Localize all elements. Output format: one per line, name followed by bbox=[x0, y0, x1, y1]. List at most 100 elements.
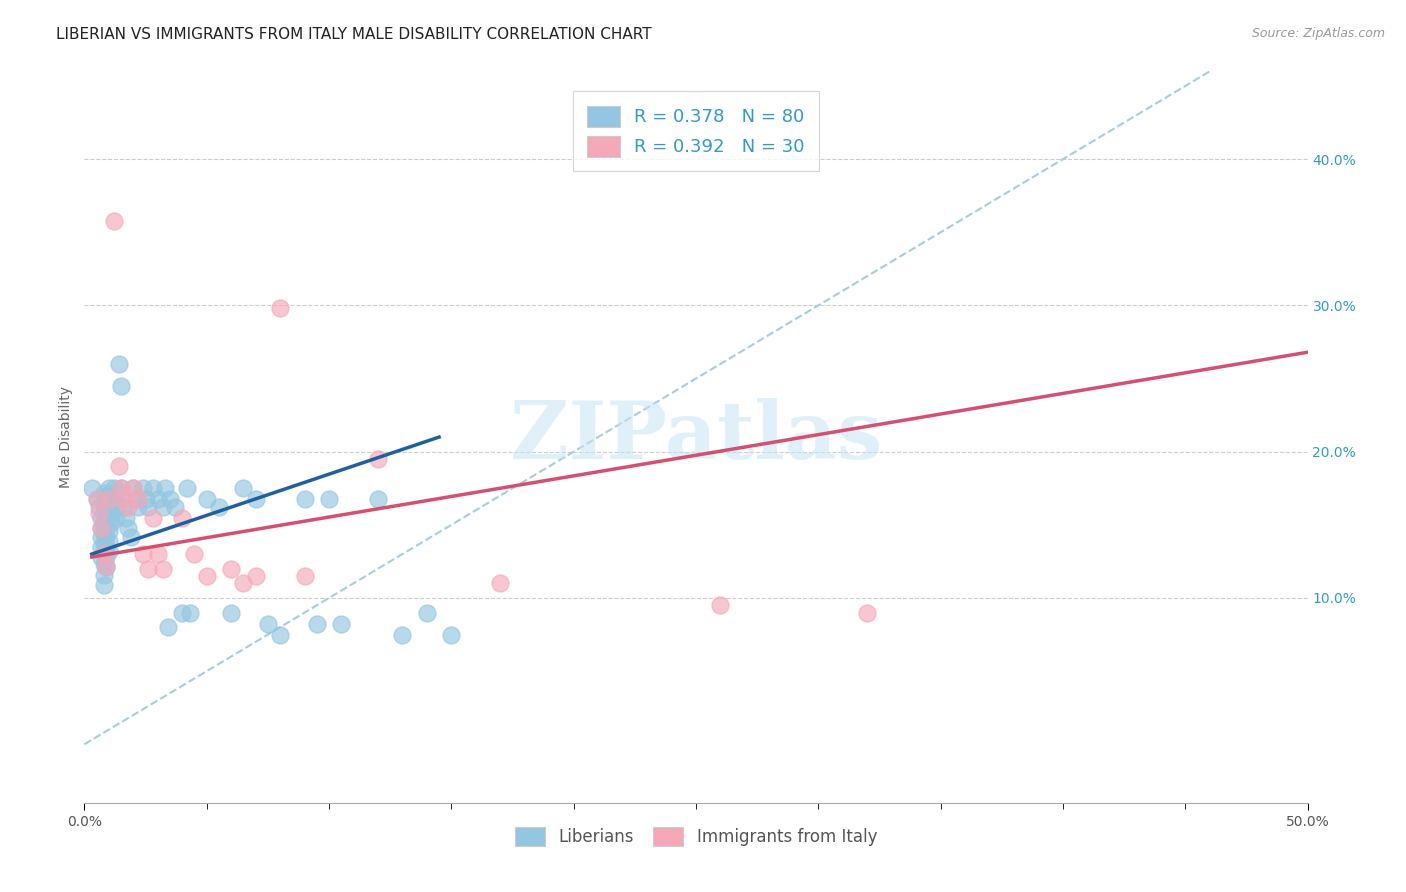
Point bbox=[112, 491, 135, 506]
Point bbox=[97, 481, 120, 495]
Point bbox=[122, 481, 145, 495]
Point bbox=[93, 526, 115, 541]
Point bbox=[96, 560, 118, 574]
Text: ZIPatlas: ZIPatlas bbox=[510, 398, 882, 476]
Point bbox=[195, 491, 218, 506]
Point bbox=[232, 576, 254, 591]
Point bbox=[440, 627, 463, 641]
Point bbox=[245, 569, 267, 583]
Point bbox=[103, 481, 125, 495]
Point bbox=[90, 510, 112, 524]
Point bbox=[103, 213, 125, 227]
Point bbox=[93, 547, 115, 561]
Text: Source: ZipAtlas.com: Source: ZipAtlas.com bbox=[1251, 27, 1385, 40]
Point bbox=[107, 357, 129, 371]
Y-axis label: Male Disability: Male Disability bbox=[59, 386, 73, 488]
Point bbox=[105, 500, 128, 515]
Point bbox=[135, 491, 157, 506]
Point bbox=[96, 530, 118, 544]
Point bbox=[90, 549, 112, 564]
Point bbox=[96, 499, 118, 513]
Point bbox=[142, 481, 165, 495]
Point bbox=[232, 481, 254, 495]
Point bbox=[97, 544, 120, 558]
Point bbox=[172, 606, 194, 620]
Point bbox=[97, 533, 120, 548]
Point bbox=[93, 547, 115, 561]
Point bbox=[294, 569, 316, 583]
Point bbox=[97, 513, 120, 527]
Point bbox=[112, 500, 135, 515]
Point bbox=[257, 617, 280, 632]
Point bbox=[96, 549, 118, 564]
Point bbox=[90, 521, 112, 535]
Point bbox=[159, 491, 181, 506]
Point bbox=[110, 481, 132, 495]
Point bbox=[90, 521, 112, 535]
Point bbox=[269, 301, 291, 316]
Point bbox=[208, 500, 231, 515]
Point bbox=[80, 481, 103, 495]
Point bbox=[93, 485, 115, 500]
Point bbox=[86, 491, 108, 506]
Point bbox=[120, 530, 142, 544]
Point bbox=[93, 496, 115, 510]
Point bbox=[416, 606, 439, 620]
Point bbox=[96, 509, 118, 524]
Point bbox=[87, 506, 110, 520]
Point bbox=[96, 558, 118, 573]
Point bbox=[127, 491, 149, 506]
Point bbox=[136, 562, 159, 576]
Point bbox=[110, 481, 132, 495]
Point bbox=[136, 500, 159, 515]
Point bbox=[93, 516, 115, 531]
Point bbox=[219, 606, 242, 620]
Point bbox=[100, 485, 122, 500]
Point bbox=[367, 491, 389, 506]
Point bbox=[100, 496, 122, 510]
Point bbox=[90, 530, 112, 544]
Point bbox=[107, 459, 129, 474]
Point bbox=[318, 491, 340, 506]
Point bbox=[152, 562, 174, 576]
Point bbox=[269, 627, 291, 641]
Point bbox=[93, 558, 115, 572]
Point bbox=[179, 606, 201, 620]
Point bbox=[93, 537, 115, 551]
Point bbox=[100, 516, 122, 531]
Point bbox=[330, 617, 353, 632]
Point bbox=[100, 506, 122, 520]
Point bbox=[96, 489, 118, 503]
Point bbox=[163, 500, 186, 515]
Point bbox=[391, 627, 413, 641]
Point bbox=[122, 481, 145, 495]
Point bbox=[117, 500, 139, 515]
Point bbox=[105, 510, 128, 524]
Point bbox=[146, 491, 169, 506]
Point bbox=[125, 491, 148, 506]
Legend: Liberians, Immigrants from Italy: Liberians, Immigrants from Italy bbox=[508, 821, 884, 853]
Point bbox=[96, 519, 118, 533]
Point bbox=[172, 510, 194, 524]
Point bbox=[127, 500, 149, 515]
Point bbox=[709, 599, 731, 613]
Point bbox=[305, 617, 328, 632]
Point bbox=[115, 510, 138, 524]
Point bbox=[97, 491, 120, 506]
Point bbox=[132, 481, 155, 495]
Point bbox=[294, 491, 316, 506]
Point bbox=[176, 481, 198, 495]
Point bbox=[856, 606, 879, 620]
Point bbox=[93, 567, 115, 582]
Point bbox=[245, 491, 267, 506]
Point bbox=[367, 452, 389, 467]
Point bbox=[183, 547, 205, 561]
Point bbox=[110, 491, 132, 506]
Point bbox=[90, 540, 112, 554]
Point bbox=[103, 491, 125, 506]
Point bbox=[117, 521, 139, 535]
Point bbox=[96, 540, 118, 554]
Point bbox=[195, 569, 218, 583]
Point bbox=[489, 576, 512, 591]
Point bbox=[97, 524, 120, 538]
